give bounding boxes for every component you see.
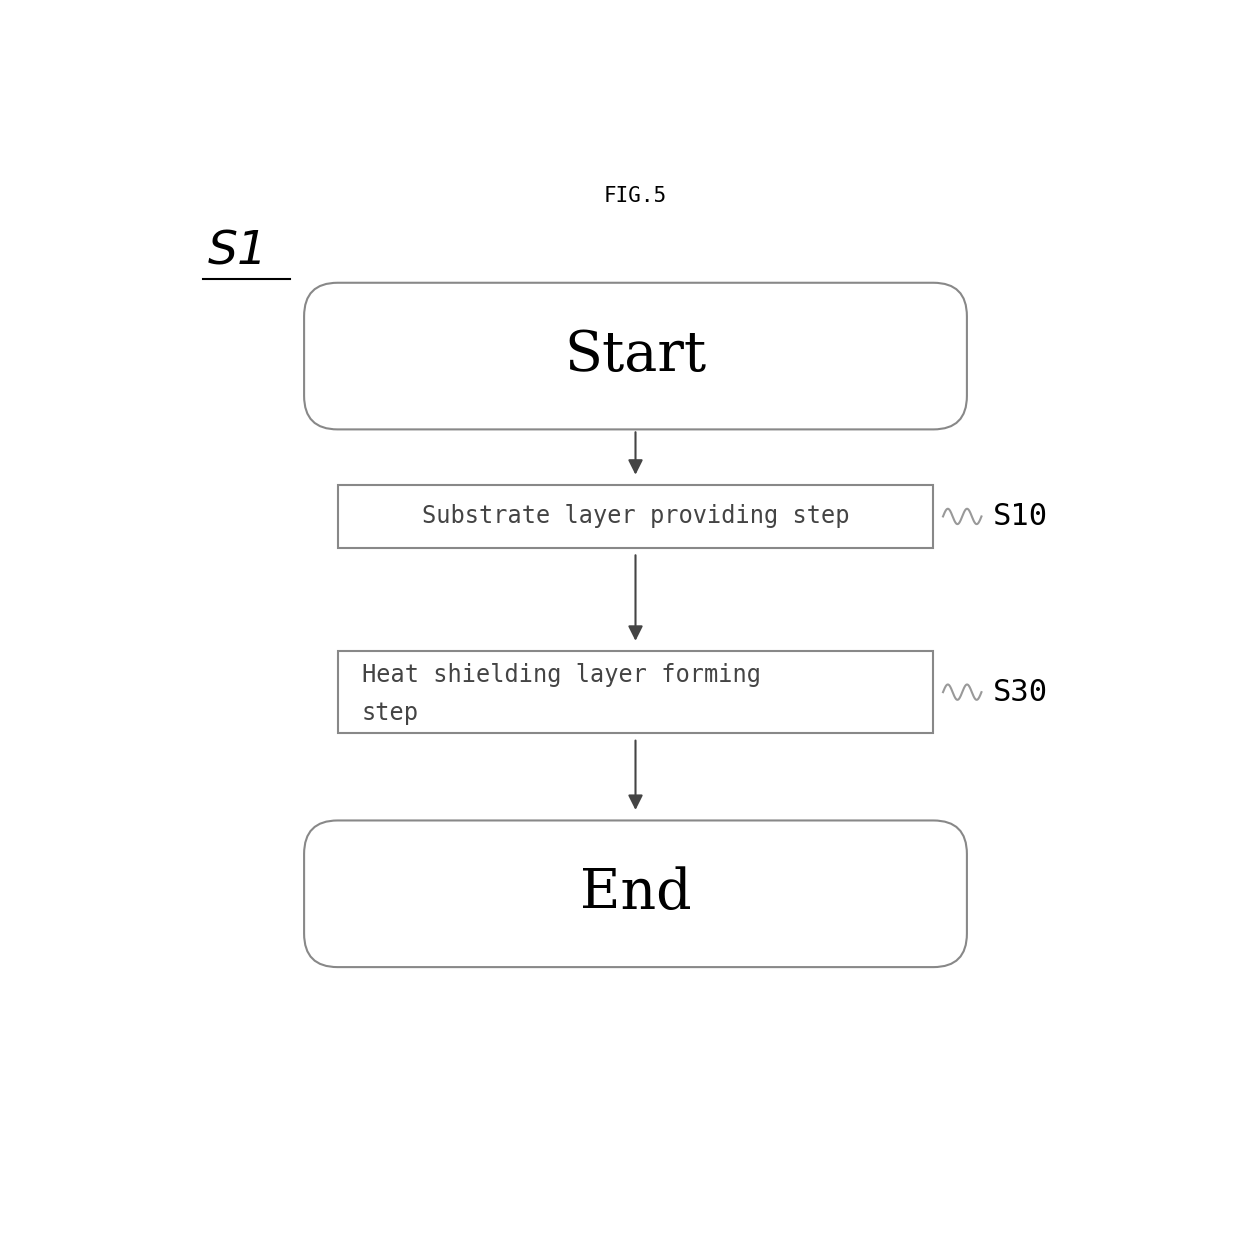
Text: Heat shielding layer forming: Heat shielding layer forming: [362, 663, 760, 687]
Text: S30: S30: [993, 677, 1048, 707]
Text: Substrate layer providing step: Substrate layer providing step: [422, 505, 849, 529]
FancyBboxPatch shape: [337, 651, 934, 733]
Text: End: End: [579, 867, 692, 922]
FancyBboxPatch shape: [337, 485, 934, 547]
Text: FIG.5: FIG.5: [604, 186, 667, 206]
Text: S1: S1: [208, 229, 268, 274]
Text: Start: Start: [564, 329, 707, 383]
FancyBboxPatch shape: [304, 283, 967, 429]
FancyBboxPatch shape: [304, 821, 967, 968]
Text: step: step: [362, 701, 419, 726]
Text: S10: S10: [993, 503, 1048, 531]
